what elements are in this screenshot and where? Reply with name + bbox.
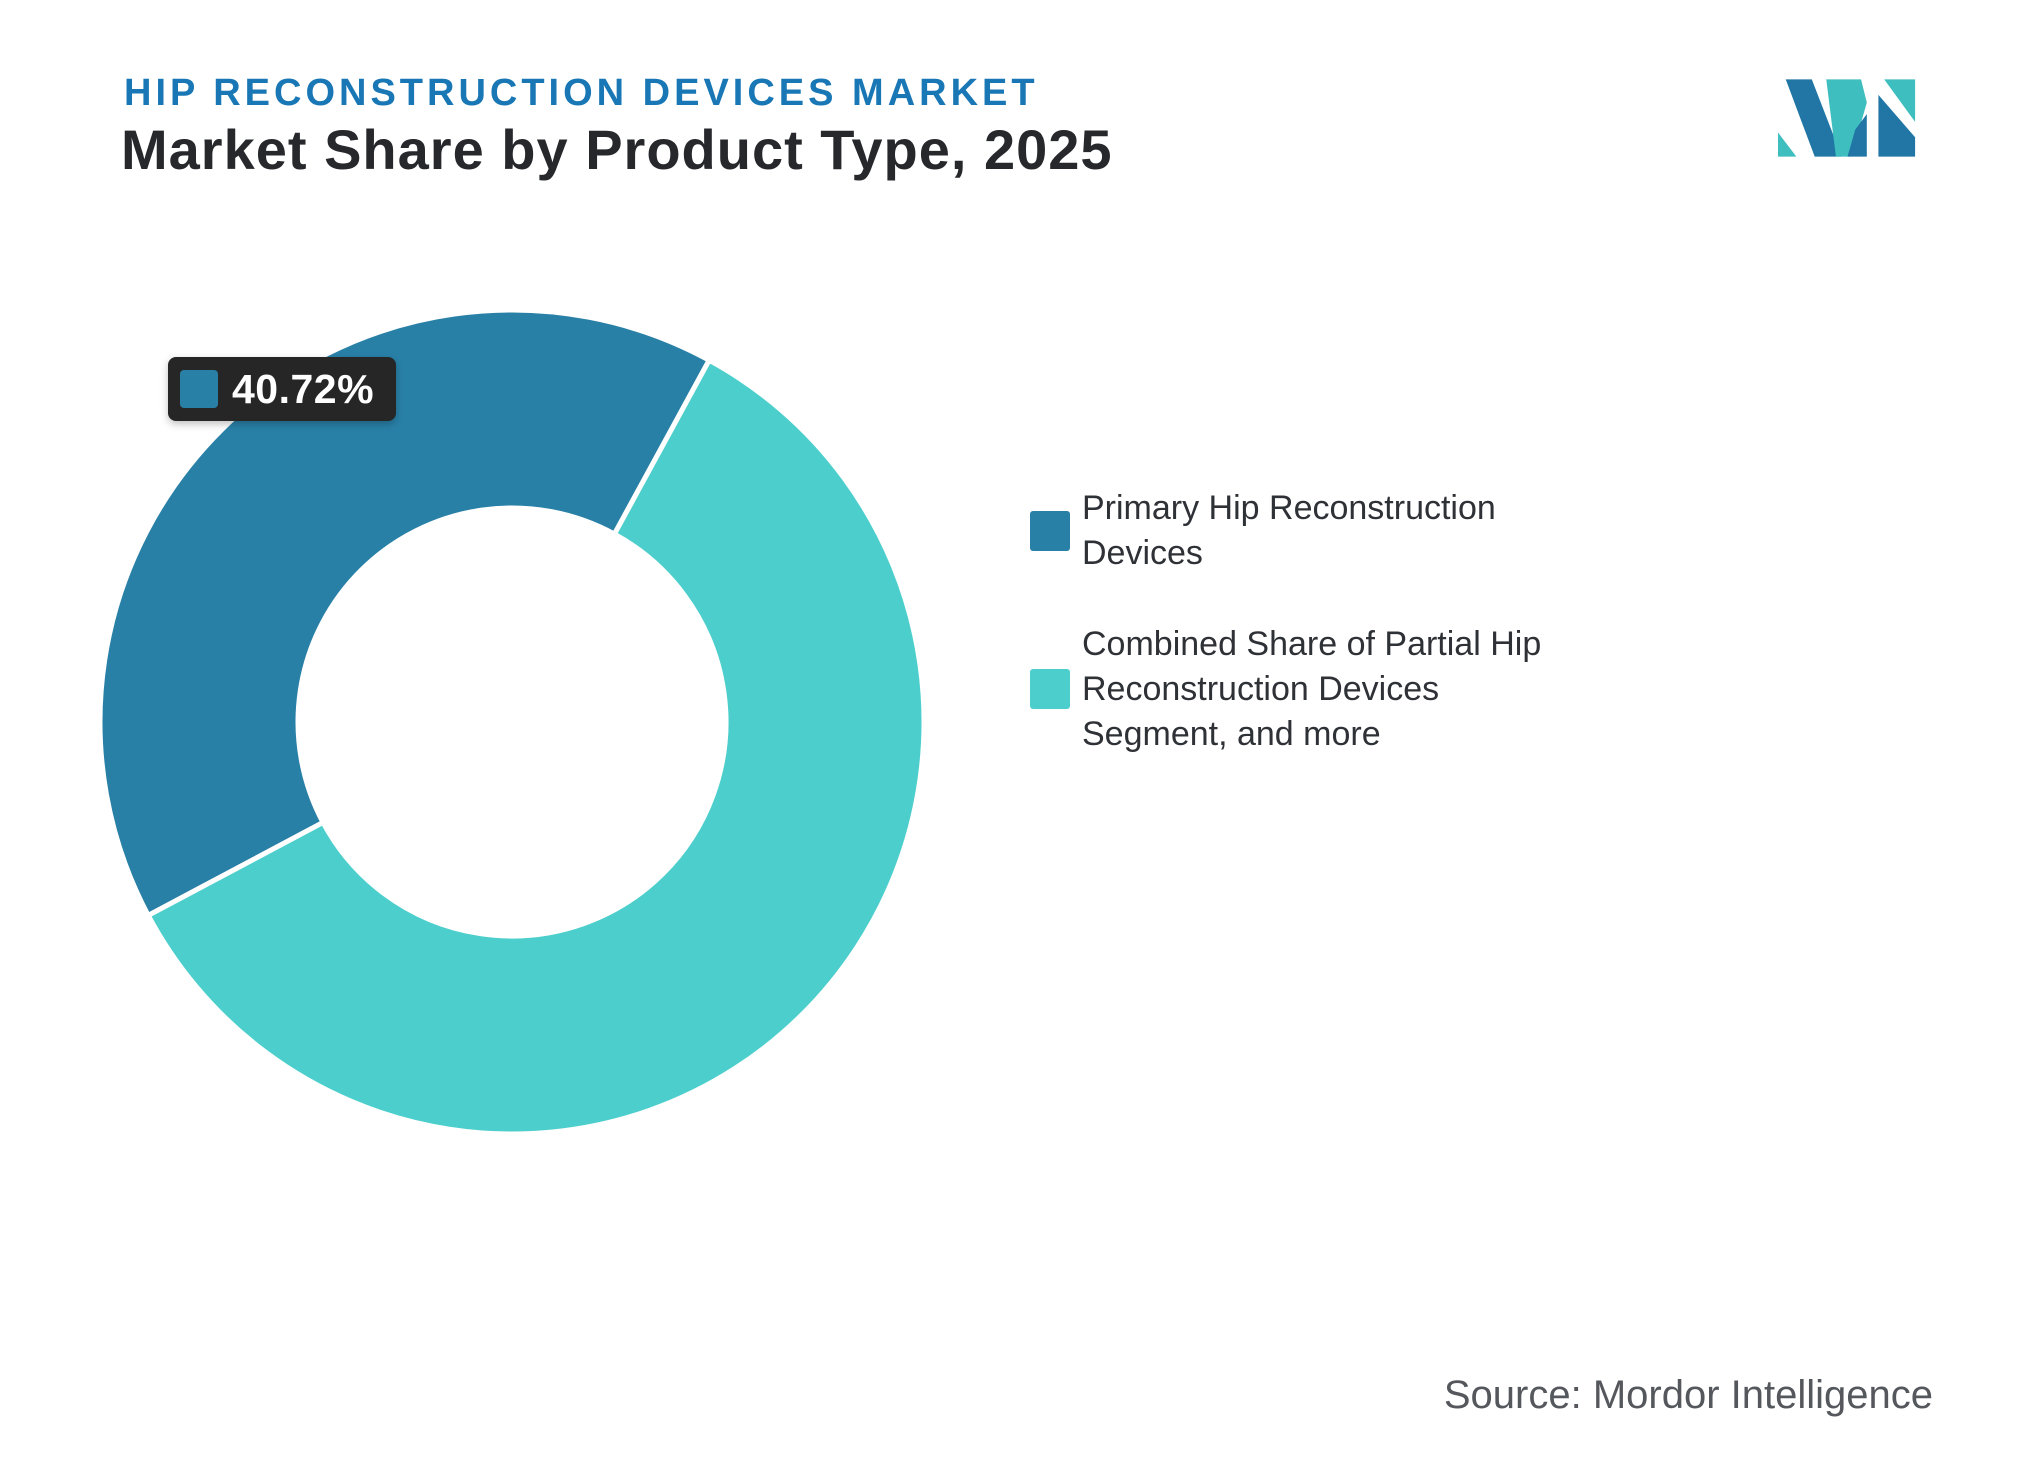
legend-label-primary: Primary Hip Reconstruction Devices xyxy=(1082,489,1496,572)
mordor-intelligence-logo xyxy=(1778,79,1918,157)
legend-label-combined: Combined Share of Partial Hip Reconstruc… xyxy=(1082,624,1542,753)
legend-swatch-combined xyxy=(1030,669,1070,710)
pie-slice-0-primary-hip-reconstruction-devices[interactable] xyxy=(97,307,712,918)
source-attribution: Source: Mordor Intelligence xyxy=(1443,1373,1933,1417)
data-label-value: 40.72% xyxy=(232,365,375,412)
legend: Primary Hip Reconstruction Devices Combi… xyxy=(1030,486,1610,802)
chart-eyebrow-title: HIP RECONSTRUCTION DEVICES MARKET xyxy=(124,72,1039,114)
logo-mark-icon xyxy=(1778,79,1916,157)
legend-item-combined-share[interactable]: Combined Share of Partial Hip Reconstruc… xyxy=(1030,622,1610,757)
legend-swatch-primary xyxy=(1030,510,1070,551)
chart-title: Market Share by Product Type, 2025 xyxy=(121,118,1113,181)
pie-slice-1-combined-share-of-partial-hip-reconstruc[interactable] xyxy=(145,357,927,1137)
data-label-swatch xyxy=(180,370,218,408)
data-label: 40.72% xyxy=(168,357,397,421)
legend-item-primary-hip-reconstruction-devices[interactable]: Primary Hip Reconstruction Devices xyxy=(1030,486,1610,576)
